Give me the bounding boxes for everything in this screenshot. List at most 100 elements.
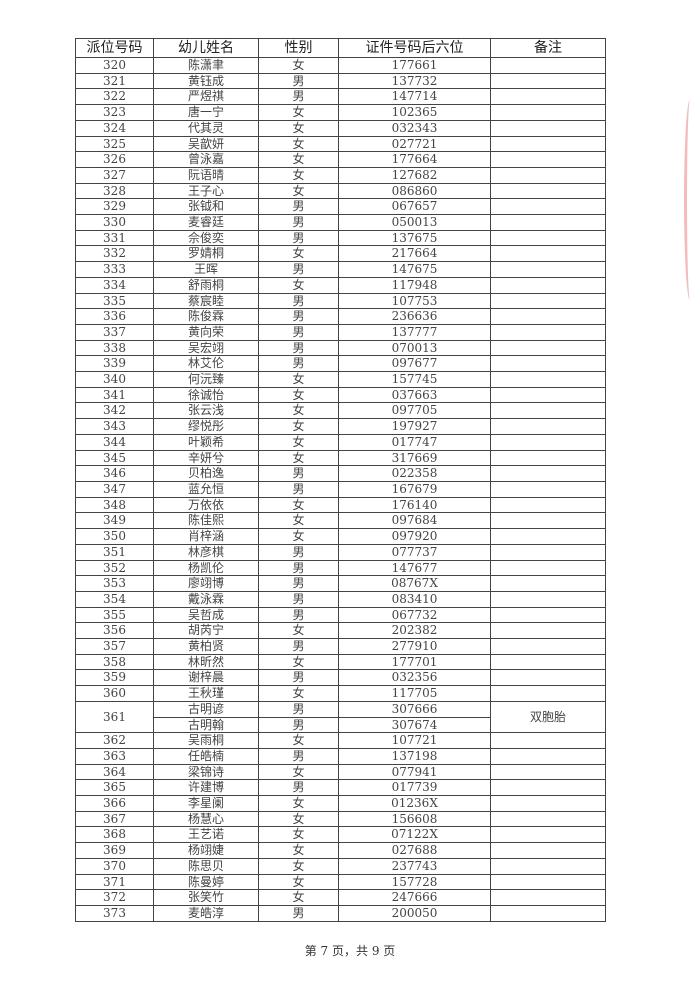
cell-gender: 男: [258, 72, 339, 90]
cell-number: 343: [75, 418, 154, 435]
cell-number: 322: [75, 88, 154, 106]
cell-name: 陈潇聿: [153, 57, 259, 74]
cell-number: 335: [75, 292, 154, 310]
cell-id-suffix: 137777: [338, 323, 491, 341]
cell-name: 代其灵: [153, 119, 259, 137]
cell-gender: 女: [258, 528, 339, 545]
cell-number: 339: [75, 355, 154, 373]
cell-note: [490, 795, 606, 812]
table-row: 357 黄柏贤男 277910: [75, 638, 606, 655]
cell-gender: 女: [258, 512, 339, 530]
cell-id-suffix: 027721: [338, 135, 491, 153]
cell-note: [490, 182, 606, 200]
cell-id-suffix: 022358: [338, 465, 491, 482]
cell-number: 360: [75, 685, 154, 702]
cell-id-suffix: 067657: [338, 198, 491, 216]
cell-gender: 女: [258, 386, 339, 404]
cell-gender: 女: [258, 182, 339, 200]
cell-id-suffix: 097684: [338, 512, 491, 530]
cell-note: [490, 622, 606, 640]
cell-id-suffix: 200050: [338, 904, 491, 922]
cell-name: 严煜祺: [153, 88, 259, 106]
cell-note: [490, 214, 606, 231]
cell-number: 362: [75, 732, 154, 749]
cell-number: 363: [75, 747, 154, 765]
cell-number: 348: [75, 496, 154, 514]
table-row: 336 陈俊霖男 236636: [75, 308, 606, 325]
cell-gender: 男: [258, 88, 339, 106]
cell-id-suffix: 117705: [338, 685, 491, 702]
cell-id-suffix: 156608: [338, 810, 491, 828]
cell-name: 王子心: [153, 182, 259, 200]
cell-id-suffix: 070013: [338, 339, 491, 357]
cell-id-suffix: 086860: [338, 182, 491, 200]
table-row: 340 何沅臻女 157745: [75, 371, 606, 388]
cell-name: 梁锦诗: [153, 763, 259, 781]
cell-id-suffix: 167679: [338, 480, 491, 498]
cell-name: 麦睿廷: [153, 214, 259, 231]
cell-note: [490, 747, 606, 765]
table-row: 350 肖梓涵女 097920: [75, 528, 606, 545]
cell-name: 廖翊博: [153, 575, 259, 592]
cell-gender: 女: [258, 151, 339, 168]
header-gender: 性别: [258, 38, 339, 58]
cell-gender: 男: [258, 559, 339, 577]
table-row: 321 黄钰成男 137732: [75, 72, 606, 90]
cell-name: 阮语晴: [153, 166, 259, 184]
cell-gender: 女: [258, 135, 339, 153]
cell-id-suffix: 247666: [338, 889, 491, 906]
cell-number: 327: [75, 166, 154, 184]
cell-gender: 男: [258, 590, 339, 608]
cell-gender: 男: [258, 198, 339, 216]
cell-note: [490, 135, 606, 153]
cell-gender: 男: [258, 261, 339, 278]
cell-gender: 女: [258, 402, 339, 420]
cell-id-suffix: 177664: [338, 151, 491, 168]
cell-id-suffix: 147677: [338, 559, 491, 577]
cell-gender: 女: [258, 276, 339, 294]
cell-id-suffix: 137675: [338, 229, 491, 247]
cell-number: 333: [75, 261, 154, 278]
cell-name: 陈思贝: [153, 857, 259, 875]
cell-gender: 男: [258, 716, 339, 734]
table-body: 320 陈潇聿女 177661 321 黄钰成男 137732 322 严煜祺男 147714 3…: [75, 57, 606, 922]
cell-note: [490, 842, 606, 859]
table-row: 323 唐一宁女 102365: [75, 104, 606, 121]
cell-id-suffix: 137732: [338, 72, 491, 90]
cell-gender: 女: [258, 622, 339, 640]
cell-gender: 女: [258, 826, 339, 844]
cell-gender: 女: [258, 810, 339, 828]
cell-note: [490, 810, 606, 828]
cell-note: [490, 371, 606, 388]
cell-gender: 男: [258, 638, 339, 655]
cell-number: 364: [75, 763, 154, 781]
cell-note: [490, 72, 606, 90]
cell-id-suffix: 08767X: [338, 575, 491, 592]
cell-note: [490, 151, 606, 168]
table-row: 331 佘俊奕男 137675: [75, 229, 606, 247]
cell-note: [490, 57, 606, 74]
cell-gender: 男: [258, 904, 339, 922]
cell-note: [490, 418, 606, 435]
cell-id-suffix: 077737: [338, 543, 491, 561]
table-row: 346 贝柏逸男 022358: [75, 465, 606, 482]
cell-number: 324: [75, 119, 154, 137]
cell-name: 唐一宁: [153, 104, 259, 121]
cell-number: 344: [75, 433, 154, 451]
cell-note: [490, 826, 606, 844]
cell-number: 356: [75, 622, 154, 640]
table-row: 325 吴歆妍女 027721: [75, 135, 606, 153]
cell-gender: 男: [258, 323, 339, 341]
cell-gender: 女: [258, 57, 339, 74]
cell-id-suffix: 157728: [338, 873, 491, 891]
cell-gender: 男: [258, 465, 339, 482]
cell-id-suffix: 077941: [338, 763, 491, 781]
cell-note: [490, 119, 606, 137]
cell-number: 371: [75, 873, 154, 891]
cell-gender: 女: [258, 732, 339, 749]
cell-name: 李星阑: [153, 795, 259, 812]
cell-note: [490, 88, 606, 106]
cell-note: [490, 606, 606, 624]
cell-note: [490, 904, 606, 922]
cell-note: [490, 496, 606, 514]
